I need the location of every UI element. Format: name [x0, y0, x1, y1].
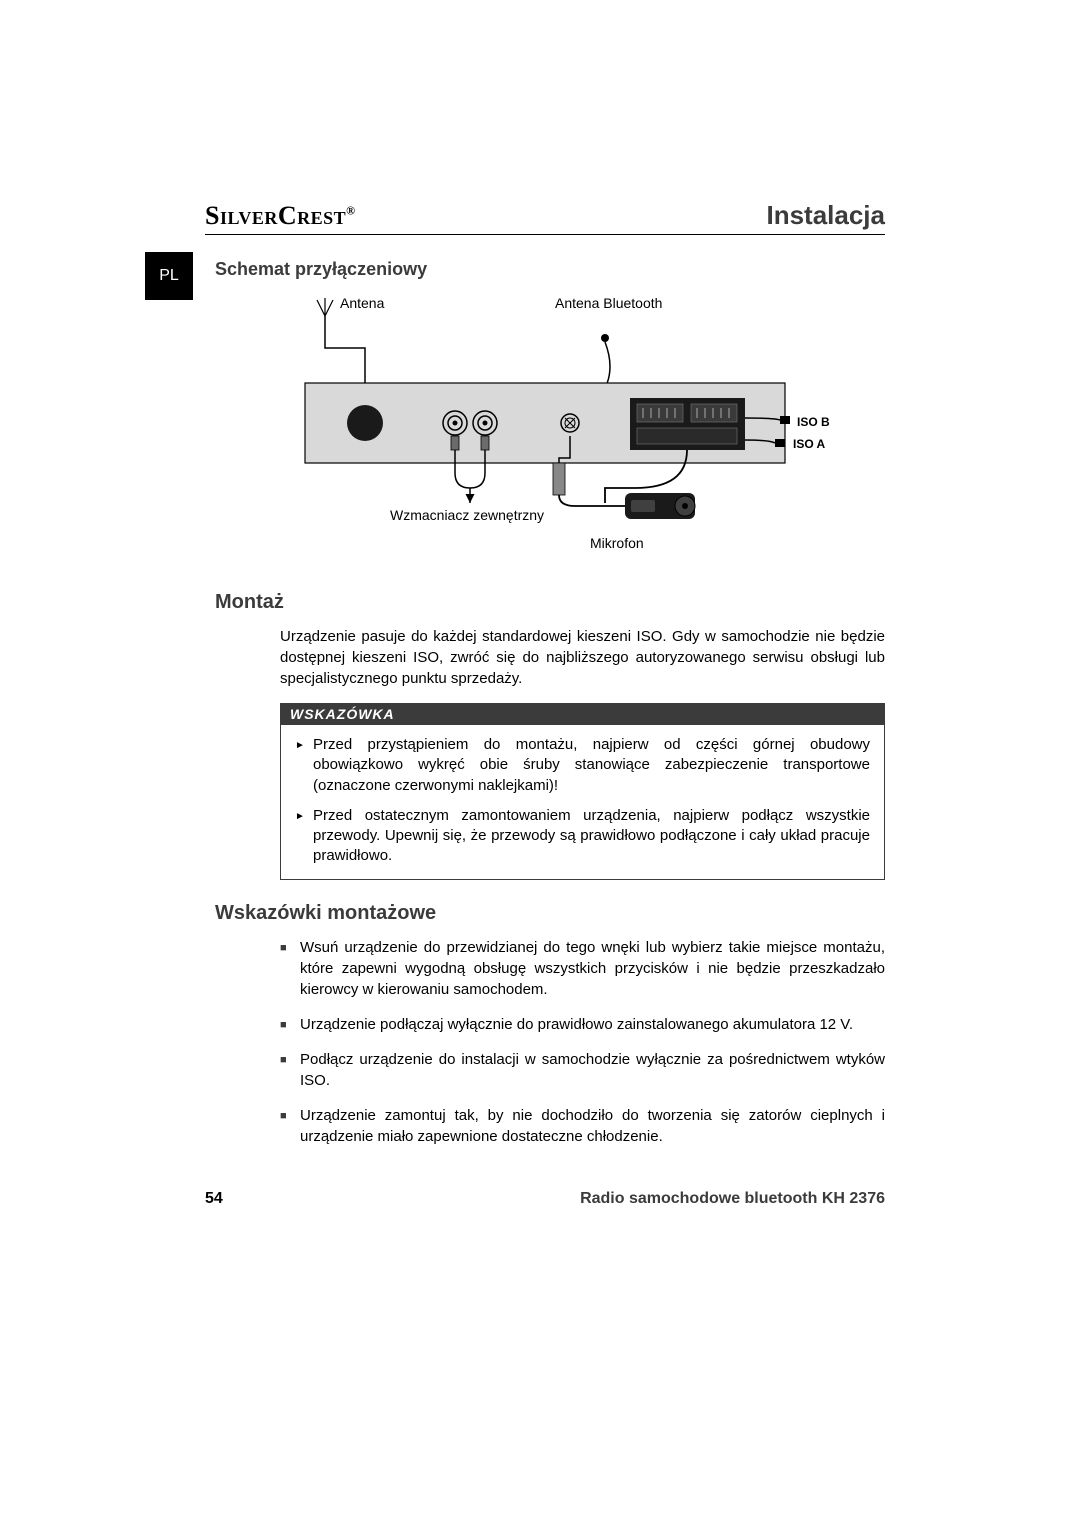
hint-box: WSKAZÓWKA ► Przed przystąpieniem do mont…	[280, 703, 885, 880]
language-code: PL	[159, 267, 179, 285]
triangle-bullet-icon: ►	[295, 735, 313, 796]
square-bullet-icon: ■	[280, 1049, 300, 1091]
list-item: ■ Urządzenie zamontuj tak, by nie dochod…	[280, 1105, 885, 1147]
header-row: SilverCrest® Instalacja	[205, 200, 885, 235]
hint-text: Przed ostatecznym zamontowaniem urządzen…	[313, 806, 870, 867]
label-mic: Mikrofon	[590, 535, 644, 551]
square-bullet-icon: ■	[280, 1014, 300, 1035]
chapter-title: Instalacja	[766, 200, 885, 231]
brand-logo: SilverCrest®	[205, 201, 356, 231]
label-bt: Antena Bluetooth	[555, 295, 662, 311]
content-area: SilverCrest® Instalacja PL Schemat przył…	[145, 200, 885, 1161]
page: SilverCrest® Instalacja PL Schemat przył…	[0, 0, 1080, 1527]
label-iso-a: ISO A	[793, 437, 826, 451]
microphone-icon	[625, 493, 695, 519]
page-number: 54	[205, 1190, 223, 1208]
section-heading-wsk: Wskazówki montażowe	[215, 902, 885, 925]
list-item-text: Urządzenie zamontuj tak, by nie dochodzi…	[300, 1105, 885, 1147]
hint-header: WSKAZÓWKA	[280, 703, 885, 725]
hint-text: Przed przystąpieniem do montażu, najpier…	[313, 735, 870, 796]
registered-mark: ®	[346, 203, 355, 217]
hint-item: ► Przed ostatecznym zamontowaniem urządz…	[295, 806, 870, 867]
logo-text: SilverCrest	[205, 201, 346, 230]
square-bullet-icon: ■	[280, 937, 300, 1000]
iso-connector	[630, 398, 745, 450]
section-heading-schemat: Schemat przyłączeniowy	[215, 259, 885, 280]
label-amp: Wzmacniacz zewnętrzny	[390, 507, 544, 523]
hint-item: ► Przed przystąpieniem do montażu, najpi…	[295, 735, 870, 796]
hint-body: ► Przed przystąpieniem do montażu, najpi…	[280, 725, 885, 880]
page-footer: 54 Radio samochodowe bluetooth KH 2376	[205, 1190, 885, 1208]
diagram-svg: Antena Antena Bluetooth	[275, 288, 875, 558]
connection-diagram: Antena Antena Bluetooth	[275, 288, 885, 563]
square-bullet-icon: ■	[280, 1105, 300, 1147]
label-iso-b: ISO B	[797, 415, 830, 429]
list-item-text: Wsuń urządzenie do przewidzianej do tego…	[300, 937, 885, 1000]
install-tips-list: ■ Wsuń urządzenie do przewidzianej do te…	[280, 937, 885, 1147]
list-item: ■ Wsuń urządzenie do przewidzianej do te…	[280, 937, 885, 1000]
list-item-text: Podłącz urządzenie do instalacji w samoc…	[300, 1049, 885, 1091]
montaz-paragraph: Urządzenie pasuje do każdej standardowej…	[280, 626, 885, 689]
product-name: Radio samochodowe bluetooth KH 2376	[580, 1190, 885, 1208]
list-item: ■ Podłącz urządzenie do instalacji w sam…	[280, 1049, 885, 1091]
section-heading-montaz: Montaż	[215, 591, 885, 614]
triangle-bullet-icon: ►	[295, 806, 313, 867]
label-antena: Antena	[340, 295, 385, 311]
list-item-text: Urządzenie podłączaj wyłącznie do prawid…	[300, 1014, 853, 1035]
language-tab: PL	[145, 252, 193, 300]
list-item: ■ Urządzenie podłączaj wyłącznie do praw…	[280, 1014, 885, 1035]
